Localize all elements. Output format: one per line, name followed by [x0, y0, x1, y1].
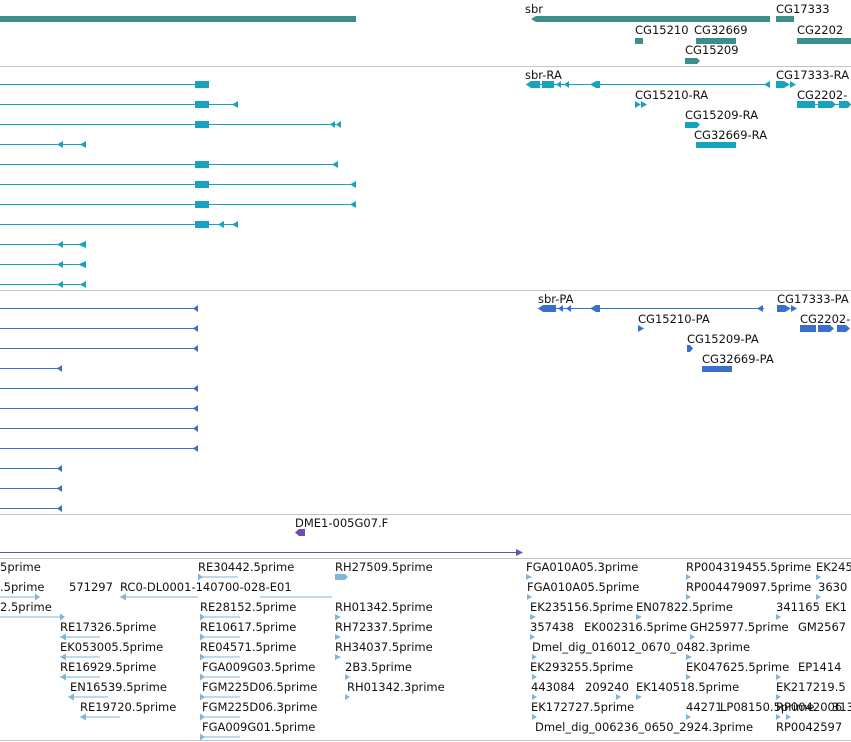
transcript-label[interactable]: CG2202-: [797, 88, 848, 102]
est-label[interactable]: EK293255.5prime: [530, 660, 634, 674]
track-separator: [0, 514, 851, 515]
transcript-label[interactable]: CG15209-RA: [685, 108, 759, 122]
track-separator: [0, 66, 851, 67]
gene-label[interactable]: CG2202: [797, 23, 844, 37]
gene-bar-cg15209: [685, 58, 700, 64]
est-label[interactable]: FGM225D06.5prime: [202, 680, 318, 694]
est-label[interactable]: EK245: [816, 560, 851, 574]
est-label[interactable]: EN16539.5prime: [70, 680, 167, 694]
est-label[interactable]: 209240: [585, 680, 629, 694]
est-label[interactable]: 5prime: [0, 560, 41, 574]
est-label[interactable]: EK053005.5prime: [60, 640, 164, 654]
est-track-glyphs: [0, 573, 821, 741]
est-label[interactable]: 571297: [69, 580, 113, 594]
est-label[interactable]: 2.5prime: [0, 600, 52, 614]
est-label[interactable]: FGA009G01.5prime: [202, 720, 316, 734]
est-label[interactable]: RP004479097.5prime: [686, 580, 812, 594]
est-label[interactable]: 313: [832, 700, 851, 714]
protein-label[interactable]: CG32669-PA: [702, 352, 774, 366]
protein-label[interactable]: CG15209-PA: [687, 332, 759, 346]
est-label[interactable]: EP1414: [798, 660, 842, 674]
est-label[interactable]: EK1: [825, 600, 848, 614]
track-separator: [0, 290, 851, 291]
est-label[interactable]: RH01342.5prime: [335, 600, 433, 614]
gene-label[interactable]: CG15209: [685, 43, 739, 57]
est-label[interactable]: GH25977.5prime: [690, 620, 789, 634]
est-label[interactable]: FGA010A05.5prime: [527, 580, 640, 594]
transcript-label[interactable]: CG32669-RA: [694, 128, 768, 142]
gene-bar-sbr: [531, 16, 770, 22]
est-label[interactable]: RE19720.5prime: [80, 700, 177, 714]
est-label[interactable]: RE04571.5prime: [200, 640, 297, 654]
gene-bar-cg32669: [696, 38, 736, 44]
protein-track-glyphs: [0, 305, 850, 512]
est-label[interactable]: RP0042006: [776, 700, 843, 714]
transcript-label[interactable]: CG17333-RA: [776, 68, 850, 82]
est-label[interactable]: RE16929.5prime: [60, 660, 157, 674]
track-separator: [0, 740, 851, 741]
est-label[interactable]: EK002316.5prime: [584, 620, 688, 634]
est-label[interactable]: RH72337.5prime: [335, 620, 433, 634]
est-label[interactable]: .5prime: [0, 580, 45, 594]
protein-label[interactable]: CG17333-PA: [777, 292, 849, 306]
est-label[interactable]: 443084: [531, 680, 575, 694]
est-label[interactable]: 44271: [686, 700, 723, 714]
est-label[interactable]: FGM225D06.3prime: [202, 700, 318, 714]
est-label[interactable]: LP08150.5prime: [720, 700, 815, 714]
gene-label[interactable]: CG32669: [694, 23, 748, 37]
gene-label[interactable]: CG15210: [635, 23, 689, 37]
est-label[interactable]: GM2567: [798, 620, 847, 634]
est-label[interactable]: RE28152.5prime: [200, 600, 297, 614]
est-label[interactable]: EK172727.5prime: [531, 700, 635, 714]
est-label[interactable]: Dmel_dig_016012_0670_0482.3prime: [532, 640, 751, 654]
clone-track-glyphs: [0, 529, 523, 556]
transcript-label[interactable]: sbr-RA: [525, 68, 562, 82]
gene-label[interactable]: CG17333: [776, 2, 830, 16]
est-label[interactable]: FGA009G03.5prime: [202, 660, 316, 674]
protein-label[interactable]: sbr-PA: [538, 292, 574, 306]
est-label[interactable]: RP0042597: [776, 720, 843, 734]
gene-bar-cg17333: [776, 16, 794, 22]
gene-bar: [0, 16, 356, 22]
est-label[interactable]: RH34037.5prime: [335, 640, 433, 654]
gene-track-glyphs: [0, 16, 851, 64]
gene-bar-cg2202: [797, 38, 851, 44]
est-label[interactable]: RP004319455.5prime: [686, 560, 812, 574]
est-label[interactable]: RH27509.5prime: [335, 560, 433, 574]
est-label[interactable]: EN07822.5prime: [636, 600, 733, 614]
track-separator: [0, 558, 851, 559]
est-label[interactable]: RE17326.5prime: [60, 620, 157, 634]
est-label[interactable]: 357438: [530, 620, 574, 634]
est-label[interactable]: 3630: [818, 580, 848, 594]
gene-bar-cg15210: [635, 38, 643, 44]
clone-label[interactable]: DME1-005G07.F: [295, 516, 389, 530]
est-label[interactable]: RC0-DL0001-140700-028-E01: [120, 580, 292, 594]
est-label[interactable]: 341165: [776, 600, 820, 614]
est-label[interactable]: EK047625.5prime: [686, 660, 790, 674]
est-label[interactable]: 2B3.5prime: [345, 660, 412, 674]
gene-label[interactable]: sbr: [525, 2, 544, 16]
est-label[interactable]: RH01342.3prime: [347, 680, 445, 694]
est-label[interactable]: RE10617.5prime: [200, 620, 297, 634]
est-label[interactable]: FGA010A05.3prime: [526, 560, 639, 574]
protein-label[interactable]: CG2202-: [800, 312, 851, 326]
transcript-track-glyphs: [0, 81, 851, 288]
transcript-label[interactable]: CG15210-RA: [635, 88, 709, 102]
est-label[interactable]: EK140518.5prime: [636, 680, 740, 694]
est-label[interactable]: EK217219.5: [776, 680, 846, 694]
protein-label[interactable]: CG15210-PA: [638, 312, 710, 326]
est-label[interactable]: EK235156.5prime: [530, 600, 634, 614]
est-label[interactable]: Dmel_dig_006236_0650_2924.3prime: [535, 720, 754, 734]
est-label[interactable]: RE30442.5prime: [198, 560, 295, 574]
